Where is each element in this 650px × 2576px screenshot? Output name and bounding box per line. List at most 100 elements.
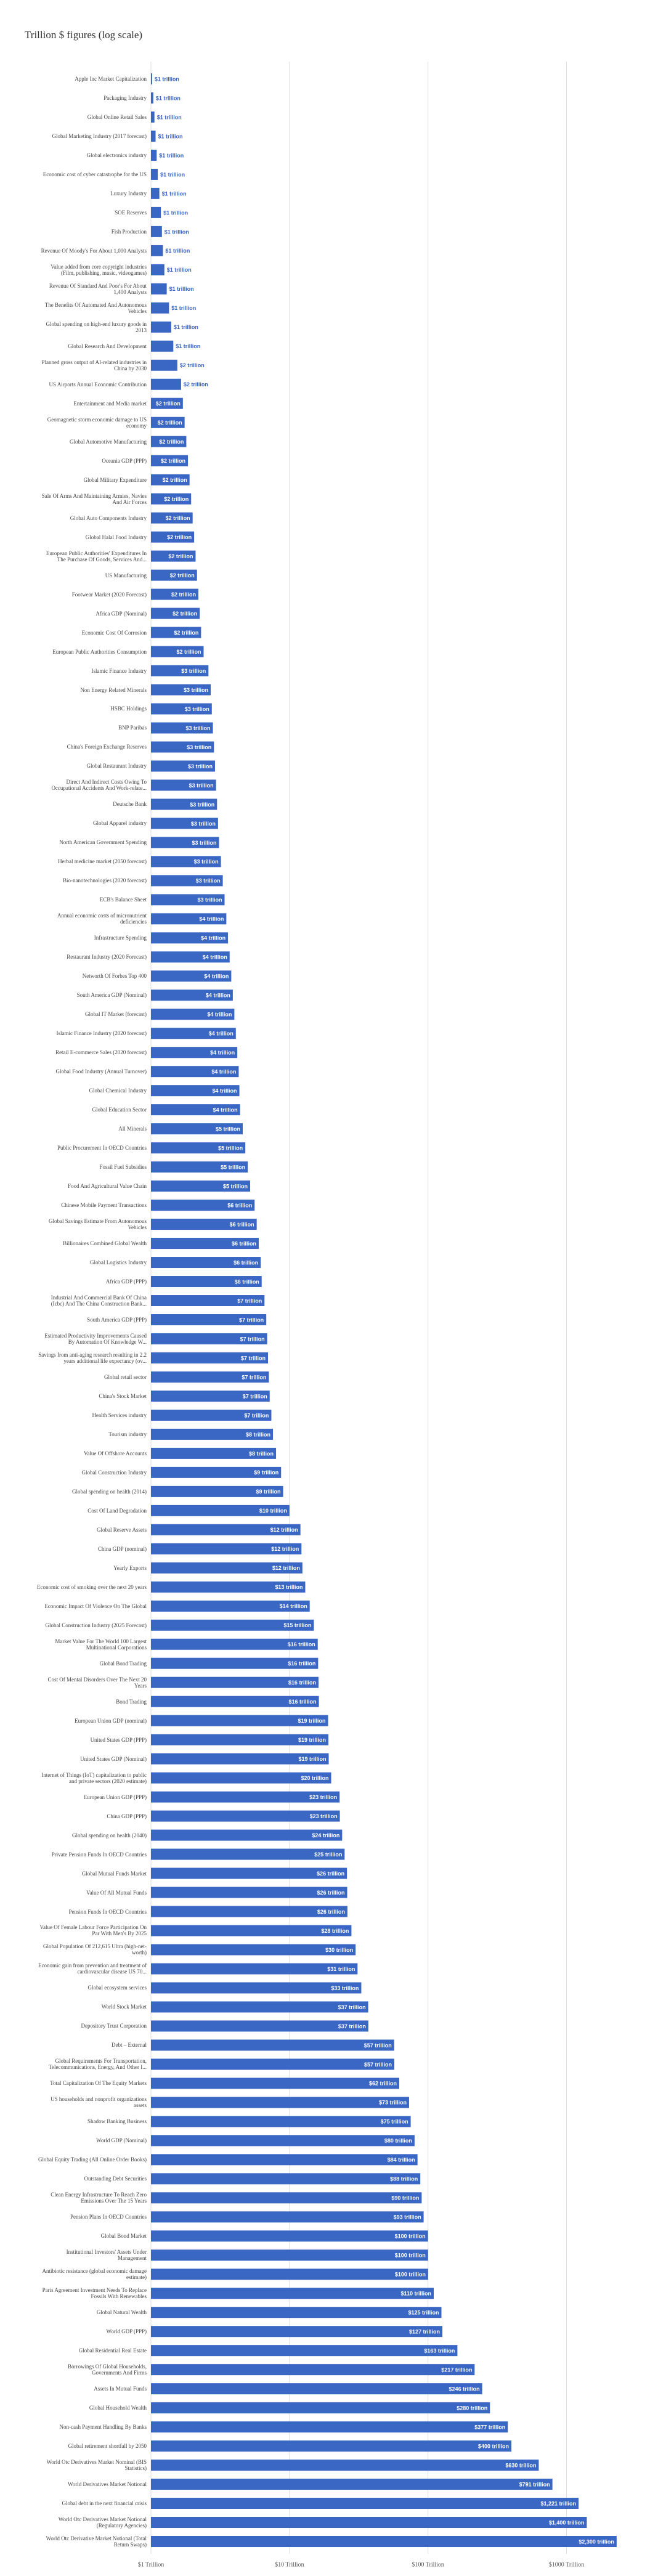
y-tick-label: Internet of Things (IoT) capitalization … <box>41 1771 147 1784</box>
category-label-box: Value Of Female Labour Force Participati… <box>40 1924 147 1936</box>
bar <box>151 397 183 409</box>
y-tick-label: World GDP (Nominal) <box>96 2137 147 2144</box>
category-label-box: Value Of Offshore Accounts <box>84 1450 147 1457</box>
y-tick-label: Africa GDP (Nominal) <box>95 610 147 617</box>
bar <box>151 818 218 829</box>
value-label: $3 trillion <box>192 840 216 846</box>
bar <box>151 1314 267 1325</box>
y-tick-label: Assets In Mutual Funds <box>94 2386 147 2392</box>
bar <box>151 1276 262 1288</box>
y-tick-label: South America GDP (PPP) <box>87 1316 147 1323</box>
category-label-box: Global Natural Wealth <box>97 2309 147 2315</box>
y-tick-label: Value Of All Mutual Funds <box>86 1889 147 1896</box>
y-tick-label: World GDP (PPP) <box>106 2328 147 2335</box>
value-label: $8 trillion <box>249 1450 274 1457</box>
y-tick-label: World Derivatives Market Notional <box>68 2481 147 2488</box>
category-label-box: Clean Energy Infrastructure To Reach Zer… <box>51 2192 147 2204</box>
value-label: $84 trillion <box>388 2157 415 2163</box>
value-label: $2 trillion <box>176 649 201 655</box>
category-label-box: Paris Agreement Investment Needs To Repl… <box>43 2287 147 2299</box>
category-label-box: Packaging Industry <box>104 94 147 101</box>
value-label: $3 trillion <box>185 706 209 712</box>
value-label: $4 trillion <box>199 916 224 922</box>
value-label: $7 trillion <box>241 1355 266 1361</box>
value-label: $6 trillion <box>230 1221 254 1227</box>
value-label: $1,221 trillion <box>540 2500 576 2506</box>
bar <box>151 1009 235 1020</box>
bar <box>151 2116 411 2127</box>
value-label: $100 trillion <box>395 2272 426 2278</box>
value-label: $2 trillion <box>163 477 187 483</box>
category-label-box: Fossil Fuel Subsidies <box>99 1164 147 1170</box>
y-tick-label: Global Research And Development <box>68 343 147 349</box>
value-label: $791 trillion <box>519 2481 550 2487</box>
value-label: $26 trillion <box>317 1909 345 1915</box>
y-tick-label: Restaurant Industry (2020 Forecast) <box>67 954 147 961</box>
y-tick-label: US households and nonprofit organization… <box>51 2096 147 2109</box>
y-tick-label: Islamic Finance Industry <box>91 667 147 674</box>
y-tick-label: Packaging Industry <box>104 94 147 101</box>
category-label-box: Public Procurement In OECD Countries <box>57 1145 147 1151</box>
bar <box>151 512 193 524</box>
y-tick-label: Global Online Retail Sales <box>87 113 147 120</box>
value-label: $16 trillion <box>288 1680 316 1686</box>
bar <box>151 1734 329 1745</box>
bar <box>151 2460 539 2471</box>
y-tick-label: Global debt in the next financial crisis <box>62 2500 147 2507</box>
value-label: $1 trillion <box>157 114 182 120</box>
bar <box>151 1810 340 1822</box>
value-label: $4 trillion <box>213 1088 237 1094</box>
category-label-box: Bio-nanotechnologies (2020 forecast) <box>63 877 147 884</box>
category-label-box: Global Mutual Funds Market <box>82 1871 147 1877</box>
category-label-box: Shadow Banking Business <box>87 2118 147 2124</box>
category-label-box: Pension Plans In OECD Countries <box>70 2214 147 2220</box>
value-label: $8 trillion <box>246 1431 270 1437</box>
bar <box>151 1696 319 1707</box>
value-label: $1 trillion <box>159 152 184 158</box>
category-label-box: Oceania GDP (PPP) <box>102 458 147 464</box>
bar <box>151 2154 418 2166</box>
category-label-box: Non Energy Related Minerals <box>80 687 147 693</box>
bar <box>151 1238 259 1249</box>
y-tick-label: Market Value For The World 100 Largest M… <box>55 1638 147 1651</box>
y-tick-label: European Public Authorities' Expenditure… <box>46 550 147 563</box>
bar <box>151 2001 368 2013</box>
y-tick-label: World Stock Market <box>101 2004 147 2010</box>
value-label: $23 trillion <box>309 1794 337 1800</box>
category-label-box: European Union GDP (PPP) <box>84 1794 147 1800</box>
category-label-box: Retail E-commerce Sales (2020 forecast) <box>55 1049 147 1055</box>
y-tick-label: Islamic Finance Industry (2020 forecast) <box>56 1030 147 1037</box>
y-tick-label: Billionaires Combined Global Wealth <box>63 1240 147 1247</box>
bar <box>151 2269 428 2280</box>
category-label-box: United States GDP (Nominal) <box>80 1756 147 1762</box>
y-tick-label: Economic cost of smoking over the next 2… <box>37 1583 147 1590</box>
value-label: $5 trillion <box>216 1126 240 1132</box>
bar <box>151 1333 267 1344</box>
bar <box>151 627 201 638</box>
value-label: $1 trillion <box>165 229 189 235</box>
category-label-box: Value Of All Mutual Funds <box>86 1889 147 1896</box>
bar <box>151 875 223 887</box>
bar <box>151 2192 422 2204</box>
y-tick-label: Deutsche Bank <box>113 801 147 808</box>
bar <box>151 187 160 199</box>
category-label-box: Economic cost of cyber catastrophe for t… <box>43 171 147 177</box>
category-label-box: World GDP (PPP) <box>106 2328 147 2335</box>
bar <box>151 2307 442 2318</box>
category-label-box: The Benefits Of Automated And Autonomous… <box>45 302 147 314</box>
y-tick-label: Global Logistics Industry <box>90 1259 147 1266</box>
category-label-box: South America GDP (Nominal) <box>77 992 147 998</box>
y-tick-label: Savings from anti-aging research resulti… <box>38 1351 147 1364</box>
category-label-box: Debt – External <box>112 2042 147 2048</box>
value-label: $1 trillion <box>163 209 188 216</box>
bar <box>151 1638 318 1650</box>
bar <box>151 2230 428 2242</box>
value-label: $5 trillion <box>221 1164 245 1170</box>
category-label-box: Assets In Mutual Funds <box>94 2386 147 2392</box>
y-tick-label: Infrastructure Spending <box>94 935 147 941</box>
category-label-box: Global Construction Industry <box>82 1469 147 1476</box>
value-label: $16 trillion <box>288 1641 315 1648</box>
value-label: $6 trillion <box>234 1259 258 1266</box>
y-tick-label: European Public Authorities Consumption <box>52 648 147 655</box>
